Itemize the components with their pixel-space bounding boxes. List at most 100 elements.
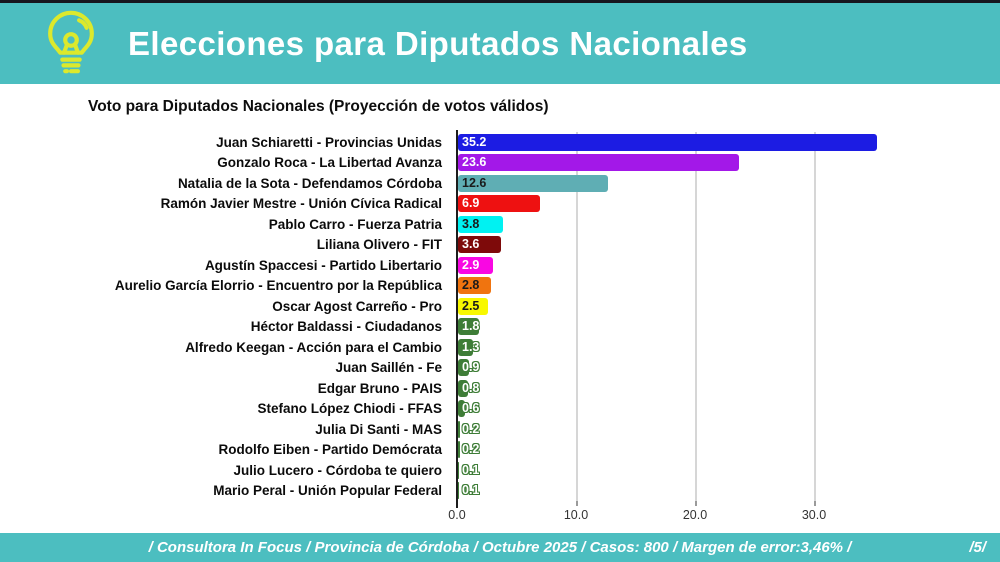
x-axis: 0.0 10.0 20.0 30.0: [0, 501, 1000, 527]
chart-row: Liliana Olivero - FIT 3.6: [0, 235, 1000, 256]
bar-track: 2.9: [457, 256, 1000, 274]
bar-value-label: 1.8: [462, 319, 480, 334]
bar-track: 0.2: [457, 420, 1000, 438]
chart-row: Ramón Javier Mestre - Unión Cívica Radic…: [0, 194, 1000, 215]
gridline: [695, 132, 697, 505]
x-tick-label: 10.0: [563, 508, 589, 522]
bar: [458, 154, 739, 172]
bar: [458, 195, 541, 213]
bar-track: 0.9: [457, 359, 1000, 377]
bar-track: 1.3: [457, 338, 1000, 356]
bar: [458, 215, 504, 233]
bar-track: 3.6: [457, 236, 1000, 254]
candidate-label: Edgar Bruno - PAIS: [317, 380, 442, 396]
chart-title: Voto para Diputados Nacionales (Proyecci…: [88, 98, 549, 115]
x-tick-label: 30.0: [801, 508, 827, 522]
x-tick-label: 0.0: [448, 508, 466, 522]
bar-value-label: 0.8: [462, 380, 480, 395]
chart-rows: Juan Schiaretti - Provincias Unidas 35.2…: [0, 132, 1000, 501]
x-tick-mark: [695, 501, 697, 506]
bar-value-label: 23.6: [462, 155, 487, 170]
chart-row: Edgar Bruno - PAIS 0.8: [0, 378, 1000, 399]
page-title: Elecciones para Diputados Nacionales: [128, 24, 748, 62]
bar-value-label: 6.9: [462, 196, 480, 211]
lightbulb-icon: [48, 10, 94, 73]
candidate-label: Liliana Olivero - FIT: [316, 237, 442, 253]
chart-row: Aurelio García Elorrio - Encuentro por l…: [0, 276, 1000, 297]
top-border-strip: [0, 0, 1000, 3]
bar-track: 0.8: [457, 379, 1000, 397]
bar-value-label: 2.5: [462, 298, 480, 313]
y-axis-line: [456, 130, 458, 508]
footer-source-text: / Consultora In Focus / Provincia de Cór…: [148, 539, 852, 556]
chart-row: Héctor Baldassi - Ciudadanos 1.8: [0, 317, 1000, 338]
bar-track: 2.8: [457, 277, 1000, 295]
chart-panel: Voto para Diputados Nacionales (Proyecci…: [0, 98, 1000, 547]
bar: [458, 420, 461, 438]
bar: [458, 379, 468, 397]
bar-track: 23.6: [457, 154, 1000, 172]
candidate-label: Mario Peral - Unión Popular Federal: [213, 483, 442, 499]
bar: [458, 256, 493, 274]
bar-value-label: 35.2: [462, 134, 487, 149]
footer-page-number: /5/: [969, 539, 986, 556]
bar: [458, 277, 492, 295]
candidate-label: Alfredo Keegan - Acción para el Cambio: [185, 339, 442, 355]
candidate-label: Pablo Carro - Fuerza Patria: [268, 216, 442, 232]
chart-row: Natalia de la Sota - Defendamos Córdoba …: [0, 173, 1000, 194]
candidate-label: Rodolfo Eiben - Partido Demócrata: [218, 442, 442, 458]
chart-row: Julio Lucero - Córdoba te quiero 0.1: [0, 460, 1000, 481]
x-tick-label: 20.0: [682, 508, 708, 522]
chart-row: Gonzalo Roca - La Libertad Avanza 23.6: [0, 153, 1000, 174]
candidate-label: Héctor Baldassi - Ciudadanos: [250, 319, 442, 335]
bar-track: 0.2: [457, 441, 1000, 459]
bar: [458, 174, 608, 192]
candidate-label: Julio Lucero - Córdoba te quiero: [233, 462, 442, 478]
gridline: [814, 132, 816, 505]
x-tick-mark: [576, 501, 578, 506]
bar-track: 0.1: [457, 461, 1000, 479]
candidate-label: Ramón Javier Mestre - Unión Cívica Radic…: [160, 196, 442, 212]
bar-value-label: 0.6: [462, 401, 480, 416]
bar-value-label: 12.6: [462, 175, 487, 190]
header-banner: Elecciones para Diputados Nacionales: [0, 3, 1000, 84]
candidate-label: Agustín Spaccesi - Partido Libertario: [204, 257, 442, 273]
bar-value-label: 1.3: [462, 339, 480, 354]
gridline: [576, 132, 578, 505]
candidate-label: Natalia de la Sota - Defendamos Córdoba: [177, 175, 442, 191]
bar-track: 3.8: [457, 215, 1000, 233]
candidate-label: Julia Di Santi - MAS: [315, 421, 442, 437]
candidate-label: Oscar Agost Carreño - Pro: [272, 298, 442, 314]
bar: [458, 482, 460, 500]
chart-row: Alfredo Keegan - Acción para el Cambio 1…: [0, 337, 1000, 358]
bar-value-label: 3.8: [462, 216, 480, 231]
bar-track: 0.1: [457, 482, 1000, 500]
bar-value-label: 0.9: [462, 360, 480, 375]
bar-value-label: 0.1: [462, 462, 480, 477]
chart-row: Juan Schiaretti - Provincias Unidas 35.2: [0, 132, 1000, 153]
chart-row: Oscar Agost Carreño - Pro 2.5: [0, 296, 1000, 317]
bar-track: 1.8: [457, 318, 1000, 336]
bar: [458, 359, 469, 377]
bar: [458, 441, 461, 459]
bar-track: 12.6: [457, 174, 1000, 192]
bar-track: 6.9: [457, 195, 1000, 213]
candidate-label: Juan Schiaretti - Provincias Unidas: [216, 134, 442, 150]
bar-track: 2.5: [457, 297, 1000, 315]
bar-track: 0.6: [457, 400, 1000, 418]
bar: [458, 400, 466, 418]
bar: [458, 236, 501, 254]
bar-value-label: 0.2: [462, 442, 480, 457]
bar: [458, 318, 480, 336]
candidate-label: Aurelio García Elorrio - Encuentro por l…: [114, 278, 442, 294]
candidate-label: Stefano López Chiodi - FFAS: [257, 401, 443, 417]
x-tick-mark: [814, 501, 816, 506]
bar-value-label: 3.6: [462, 237, 480, 252]
bar: [458, 297, 488, 315]
bar-value-label: 0.2: [462, 421, 480, 436]
bar-value-label: 2.8: [462, 278, 480, 293]
bar: [458, 338, 474, 356]
bar-value-label: 2.9: [462, 257, 480, 272]
chart-row: Agustín Spaccesi - Partido Libertario 2.…: [0, 255, 1000, 276]
